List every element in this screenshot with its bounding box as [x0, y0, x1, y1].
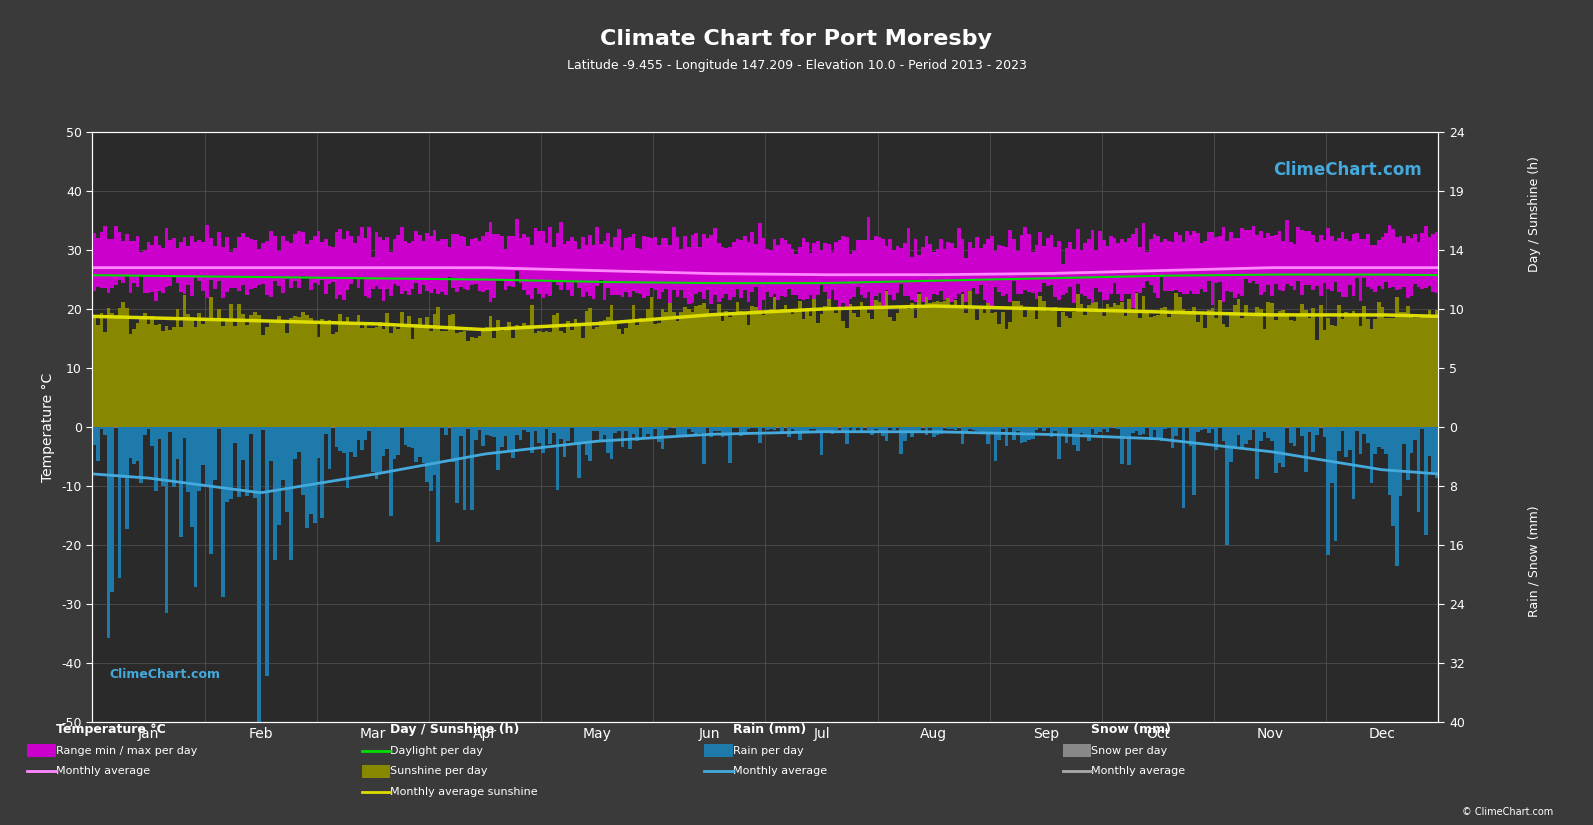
Text: Latitude -9.455 - Longitude 147.209 - Elevation 10.0 - Period 2013 - 2023: Latitude -9.455 - Longitude 147.209 - El…: [567, 59, 1026, 73]
Text: Monthly average: Monthly average: [733, 766, 827, 776]
Text: Daylight per day: Daylight per day: [390, 746, 483, 756]
Text: Rain (mm): Rain (mm): [733, 723, 806, 736]
Text: Rain / Snow (mm): Rain / Snow (mm): [1528, 505, 1540, 617]
Text: Monthly average: Monthly average: [56, 766, 150, 776]
Text: Temperature °C: Temperature °C: [56, 723, 166, 736]
Text: Snow per day: Snow per day: [1091, 746, 1168, 756]
Text: Day / Sunshine (h): Day / Sunshine (h): [390, 723, 519, 736]
Text: © ClimeChart.com: © ClimeChart.com: [1462, 807, 1553, 817]
Text: Monthly average: Monthly average: [1091, 766, 1185, 776]
Text: ClimeChart.com: ClimeChart.com: [110, 667, 220, 681]
Text: Climate Chart for Port Moresby: Climate Chart for Port Moresby: [601, 29, 992, 49]
Text: Rain per day: Rain per day: [733, 746, 803, 756]
Y-axis label: Temperature °C: Temperature °C: [40, 372, 54, 482]
Text: Sunshine per day: Sunshine per day: [390, 766, 487, 776]
Text: Range min / max per day: Range min / max per day: [56, 746, 198, 756]
Text: Monthly average sunshine: Monthly average sunshine: [390, 787, 538, 797]
Text: ClimeChart.com: ClimeChart.com: [1273, 162, 1421, 180]
Text: Snow (mm): Snow (mm): [1091, 723, 1171, 736]
Text: Day / Sunshine (h): Day / Sunshine (h): [1528, 157, 1540, 272]
